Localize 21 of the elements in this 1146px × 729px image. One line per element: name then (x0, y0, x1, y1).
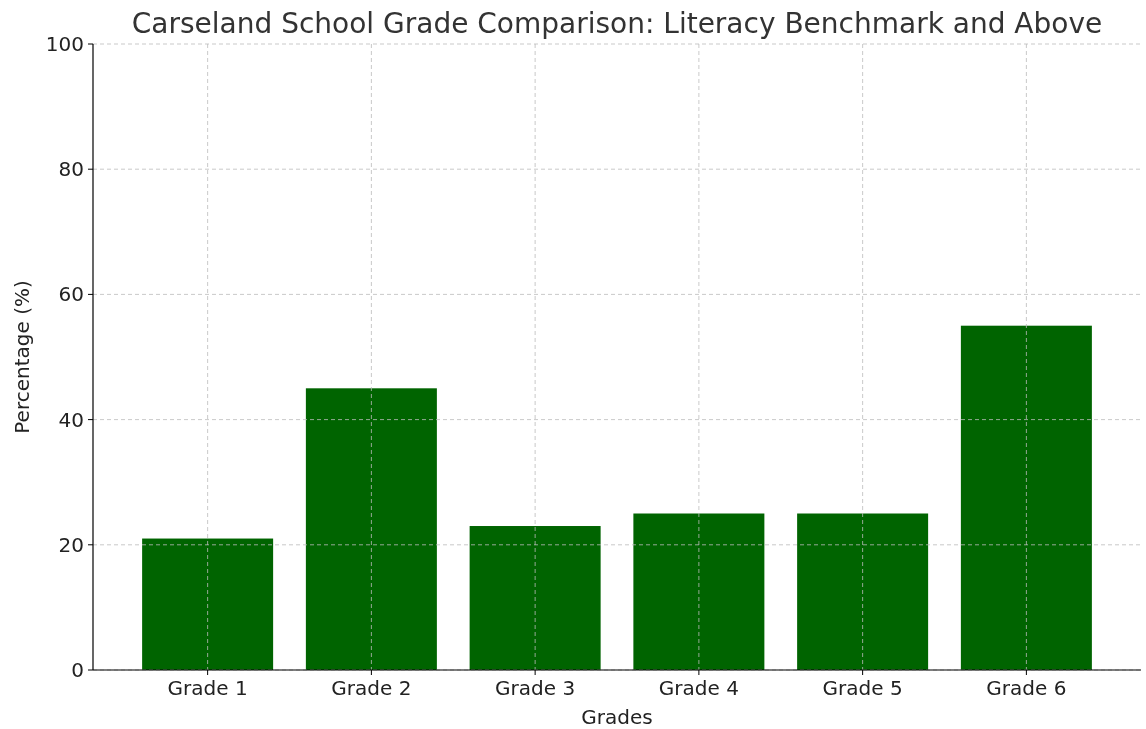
y-tick-label: 100 (45, 32, 84, 56)
bar (960, 325, 1092, 670)
x-tick-label: Grade 1 (167, 676, 248, 700)
bar (469, 526, 601, 670)
y-tick-label: 0 (71, 658, 84, 682)
y-tick-label: 60 (58, 282, 84, 307)
x-tick-label: Grade 2 (331, 676, 412, 700)
y-tick-label: 80 (58, 157, 84, 182)
x-tick-label: Grade 6 (986, 676, 1067, 700)
y-axis-title: Percentage (%) (10, 280, 34, 434)
x-tick-label: Grade 4 (658, 676, 739, 700)
bar (142, 538, 274, 670)
bar (797, 513, 929, 670)
x-tick-label: Grade 5 (822, 676, 903, 700)
chart-title: Carseland School Grade Comparison: Literacy Benchmark and Above (131, 7, 1103, 40)
x-axis-title: Grades (581, 705, 653, 729)
y-tick-label: 40 (58, 407, 84, 432)
bar (633, 513, 765, 670)
bar (305, 388, 437, 670)
y-tick-label: 20 (58, 532, 84, 557)
x-tick-label: Grade 3 (495, 676, 576, 700)
